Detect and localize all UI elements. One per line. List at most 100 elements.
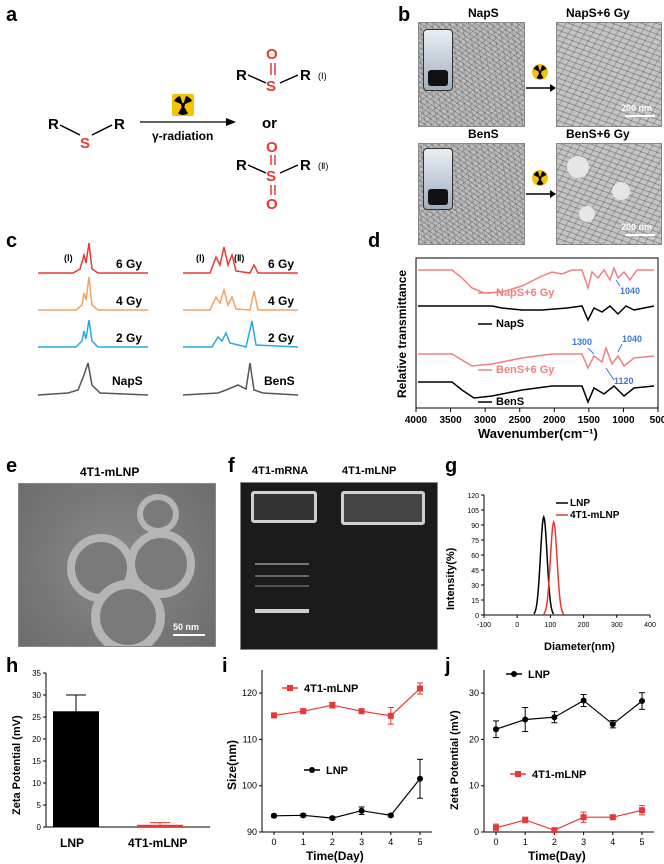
- i-legend-mlnp: 4T1-mLNP: [304, 683, 358, 695]
- reactant-r2: R: [114, 116, 125, 133]
- d-annotation-1300: 1300: [572, 337, 592, 347]
- g-x-tick-label: 200: [578, 622, 590, 629]
- h-y-tick-label: 35: [32, 669, 41, 678]
- c-left-trace-4gy: [38, 276, 148, 311]
- tem-bens-6gy: 200 nm: [556, 143, 662, 245]
- product2-r1: R: [236, 157, 247, 174]
- d-legend-bens-6gy: BenS+6 Gy: [496, 364, 555, 376]
- label-bens-6gy: BenS+6 Gy: [566, 127, 630, 141]
- i-point: [417, 775, 423, 782]
- panel-letter-f: f: [228, 455, 235, 477]
- c-left-label-4gy: 4 Gy: [116, 294, 142, 308]
- panel-letter-a: a: [6, 4, 18, 26]
- i-point: [358, 708, 365, 715]
- g-ylabel: Intensity(%): [445, 547, 457, 610]
- g-xlabel: Diameter(nm): [544, 641, 615, 653]
- j-y-tick-label: 0: [474, 827, 479, 837]
- d-legend-bens: BenS: [496, 396, 524, 408]
- d-trace-bens: [418, 381, 655, 405]
- panel-letter-e: e: [6, 455, 18, 477]
- g-legend-mlnp: 4T1-mLNP: [570, 510, 620, 521]
- label-bens: BenS: [468, 127, 499, 141]
- g-y-tick-label: 15: [471, 598, 479, 605]
- i-x-tick-label: 2: [330, 837, 335, 847]
- c-left-trace-naps: [37, 362, 149, 396]
- g-y-tick-label: 30: [471, 583, 479, 590]
- d-x-tick-label: 2000: [543, 415, 566, 426]
- h-y-tick-label: 15: [32, 757, 41, 766]
- panel-letter-c: c: [6, 230, 18, 252]
- j-point: [551, 827, 558, 834]
- i-point: [417, 685, 423, 692]
- j-y-tick-label: 20: [469, 734, 479, 744]
- c-right-trace-bens: [182, 362, 299, 396]
- reaction-scheme: R S R γ-radiation R S O R (Ⅰ) or R S O O…: [48, 46, 328, 213]
- j-point: [609, 814, 616, 821]
- tem-bens: [418, 143, 525, 245]
- d-x-tick-label: 3500: [439, 415, 462, 426]
- g-x-tick-label: 400: [644, 622, 656, 629]
- j-x-tick-label: 1: [523, 837, 528, 847]
- c-right-trace-4gy: [183, 287, 298, 311]
- j-x-tick-label: 5: [639, 837, 644, 847]
- product1-sulfur: S: [266, 78, 276, 95]
- j-point: [580, 814, 587, 821]
- g-x-tick-label: 300: [611, 622, 623, 629]
- panel-c-spectra: (Ⅰ) 6 Gy 4 Gy 2 Gy NapS (Ⅰ) (Ⅱ) 6 Gy 4 G…: [37, 242, 299, 396]
- g-y-tick-label: 0: [475, 613, 479, 620]
- tem-naps-6gy: 200 nm: [556, 22, 662, 127]
- c-left-label-2gy: 2 Gy: [116, 331, 142, 345]
- j-point: [639, 807, 645, 814]
- j-x-tick-label: 4: [610, 837, 615, 847]
- j-point: [609, 721, 616, 728]
- g-x-tick-label: 100: [545, 622, 557, 629]
- g-y-tick-label: 105: [467, 508, 479, 515]
- f-lane1: 4T1-mRNA: [252, 465, 309, 477]
- d-x-tick-label: 1500: [578, 415, 601, 426]
- c-right-label-2gy: 2 Gy: [268, 331, 294, 345]
- d-x-tick-label: 3000: [474, 415, 497, 426]
- h-y-tick-label: 20: [32, 735, 41, 744]
- c-right-trace-2gy: [183, 320, 299, 348]
- i-y-tick-label: 100: [242, 781, 257, 791]
- g-y-tick-label: 45: [471, 568, 479, 575]
- g-series-0: [533, 514, 555, 615]
- g-y-tick-label: 75: [471, 538, 479, 545]
- panel-i-size: Size(nm) 90 100 110 120 0 1 2 3 4 5 Time(Day) 4T1…: [225, 670, 432, 863]
- product2-oxygen-top: O: [266, 139, 278, 156]
- vial-naps: [423, 29, 453, 91]
- d-x-tick-label: 2500: [509, 415, 532, 426]
- f-lane2: 4T1-mLNP: [342, 465, 397, 477]
- g-series-1: [543, 519, 565, 615]
- j-point: [522, 716, 529, 723]
- i-x-tick-label: 5: [417, 837, 422, 847]
- i-point: [271, 712, 277, 719]
- c-right-label-4gy: 4 Gy: [268, 294, 294, 308]
- arrow-label: γ-radiation: [152, 129, 213, 143]
- panel-g-dls: Intensity(%) 0 15 30 45 60 75 90 105 120 -100 0 100…: [445, 493, 656, 653]
- i-point: [329, 702, 336, 709]
- c-right-label-bens: BenS: [264, 374, 295, 388]
- c-right-marker1: (Ⅰ): [196, 253, 205, 263]
- i-x-tick-label: 3: [359, 837, 364, 847]
- panel-h-bars: Zeta Potential (mV) 0 5 10 15 20 25 30 35 LNP 4…: [11, 669, 210, 850]
- product1-r2: R: [300, 67, 311, 84]
- c-right-label-6gy: 6 Gy: [268, 257, 294, 271]
- i-y-tick-label: 90: [247, 827, 257, 837]
- product1-marker: (Ⅰ): [318, 71, 327, 81]
- panel-b-arrows: [526, 64, 556, 198]
- j-legend-lnp: LNP: [528, 669, 550, 681]
- d-ylabel: Relative transmittance: [395, 270, 409, 398]
- d-annotation-1040a: 1040: [620, 286, 640, 296]
- c-right-marker2: (Ⅱ): [234, 253, 244, 263]
- j-legend-mlnp: 4T1-mLNP: [532, 769, 586, 781]
- h-y-tick-label: 25: [32, 713, 41, 722]
- panel-d-ftir: Relative transmittance 4000 3500 3000 2500 2…: [395, 257, 664, 441]
- d-legend-naps-6gy: NapS+6 Gy: [496, 287, 555, 299]
- h-ylabel: Zeta Potential (mV): [11, 715, 23, 815]
- h-y-tick-label: 30: [32, 691, 41, 700]
- product2-marker: (Ⅱ): [318, 161, 328, 171]
- panel-letter-i: i: [222, 655, 228, 677]
- i-y-tick-label: 110: [243, 734, 257, 744]
- j-y-tick-label: 30: [469, 688, 479, 698]
